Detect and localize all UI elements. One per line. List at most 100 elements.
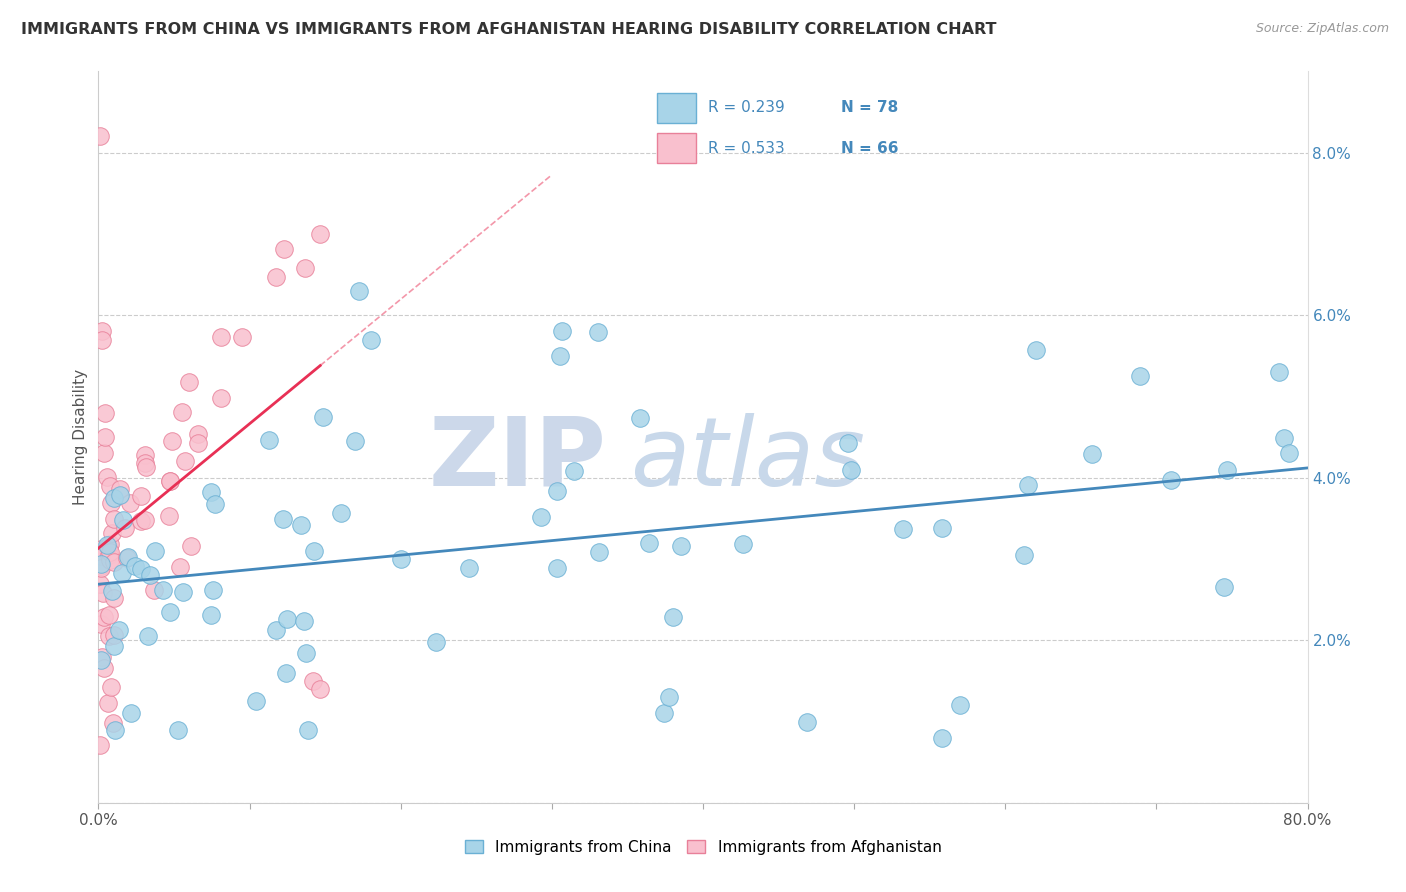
- Point: [1272, 431, 1295, 445]
- Point: [1160, 473, 1182, 487]
- Point: [209, 330, 232, 344]
- Point: [245, 694, 267, 708]
- Point: [294, 261, 316, 276]
- Point: [425, 634, 447, 648]
- Point: [91, 333, 114, 347]
- Point: [301, 673, 323, 688]
- Point: [98, 553, 121, 567]
- Point: [891, 522, 914, 536]
- Point: [209, 392, 232, 406]
- Point: [100, 680, 122, 694]
- Point: [111, 566, 134, 581]
- Point: [1012, 548, 1035, 562]
- Point: [231, 330, 253, 344]
- Point: [292, 614, 315, 628]
- Point: [90, 616, 112, 631]
- Point: [93, 446, 115, 460]
- Point: [202, 582, 225, 597]
- Point: [295, 646, 318, 660]
- Point: [90, 549, 112, 563]
- Point: [135, 459, 157, 474]
- Point: [669, 539, 692, 553]
- Point: [530, 509, 553, 524]
- Text: IMMIGRANTS FROM CHINA VS IMMIGRANTS FROM AFGHANISTAN HEARING DISABILITY CORRELAT: IMMIGRANTS FROM CHINA VS IMMIGRANTS FROM…: [21, 22, 997, 37]
- Point: [551, 325, 574, 339]
- Point: [98, 629, 121, 643]
- Point: [546, 561, 568, 575]
- Point: [547, 484, 569, 499]
- Point: [187, 435, 209, 450]
- Point: [100, 496, 122, 510]
- Point: [129, 489, 152, 503]
- Point: [159, 605, 181, 619]
- Point: [344, 434, 367, 448]
- Point: [274, 665, 297, 680]
- Point: [949, 698, 972, 713]
- Point: [304, 544, 326, 558]
- Point: [101, 525, 124, 540]
- Point: [273, 243, 295, 257]
- Point: [134, 448, 156, 462]
- Point: [101, 715, 124, 730]
- Point: [96, 469, 118, 483]
- Point: [200, 607, 222, 622]
- Point: [174, 454, 197, 468]
- Text: Source: ZipAtlas.com: Source: ZipAtlas.com: [1256, 22, 1389, 36]
- Point: [89, 577, 111, 591]
- Point: [652, 706, 675, 721]
- Point: [103, 512, 125, 526]
- Point: [94, 430, 117, 444]
- Point: [1017, 477, 1039, 491]
- Point: [628, 411, 651, 425]
- Point: [100, 584, 122, 599]
- Point: [124, 558, 146, 573]
- Legend: Immigrants from China, Immigrants from Afghanistan: Immigrants from China, Immigrants from A…: [458, 834, 948, 861]
- Point: [931, 731, 953, 745]
- Point: [98, 544, 121, 558]
- Text: atlas: atlas: [630, 412, 866, 506]
- Point: [89, 129, 111, 144]
- Point: [103, 591, 125, 606]
- Point: [157, 509, 180, 524]
- Point: [170, 405, 193, 419]
- Point: [129, 514, 152, 528]
- Text: ZIP: ZIP: [429, 412, 606, 506]
- Point: [329, 506, 352, 520]
- Point: [90, 541, 112, 556]
- Point: [160, 434, 183, 448]
- Point: [266, 623, 288, 637]
- Point: [103, 639, 125, 653]
- Point: [172, 585, 194, 599]
- Point: [98, 607, 121, 622]
- Point: [93, 610, 115, 624]
- Point: [117, 549, 139, 564]
- Point: [389, 551, 412, 566]
- Point: [733, 537, 755, 551]
- Point: [169, 560, 191, 574]
- Point: [309, 227, 332, 242]
- Point: [931, 520, 953, 534]
- Point: [91, 650, 114, 665]
- Y-axis label: Hearing Disability: Hearing Disability: [73, 369, 89, 505]
- Point: [562, 464, 585, 478]
- Point: [90, 325, 112, 339]
- Point: [91, 585, 114, 599]
- Point: [200, 485, 222, 500]
- Point: [97, 539, 120, 553]
- Point: [1025, 343, 1047, 357]
- Point: [204, 497, 226, 511]
- Point: [100, 479, 122, 493]
- Point: [159, 474, 181, 488]
- Point: [96, 538, 118, 552]
- Point: [347, 284, 370, 298]
- Point: [1267, 365, 1289, 379]
- Point: [97, 696, 120, 710]
- Point: [638, 535, 661, 549]
- Point: [134, 456, 156, 470]
- Point: [457, 561, 479, 575]
- Point: [1278, 446, 1301, 460]
- Point: [177, 375, 200, 389]
- Point: [1081, 447, 1104, 461]
- Point: [276, 611, 298, 625]
- Point: [98, 548, 121, 562]
